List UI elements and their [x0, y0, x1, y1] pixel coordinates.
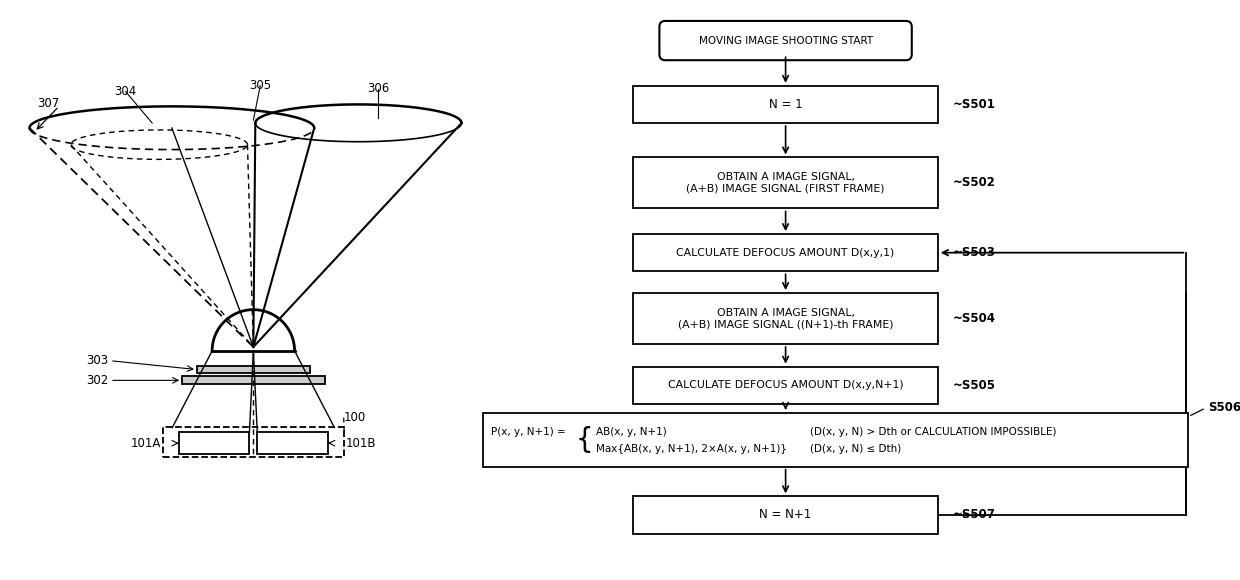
Bar — [484, 413, 1188, 467]
Text: (A+B) IMAGE SIGNAL ((N+1)-th FRAME): (A+B) IMAGE SIGNAL ((N+1)-th FRAME) — [678, 320, 893, 329]
Text: P(x, y, N+1) =: P(x, y, N+1) = — [491, 427, 569, 437]
Text: ~S503: ~S503 — [952, 246, 996, 259]
Text: ~S507: ~S507 — [952, 509, 996, 521]
Bar — [634, 367, 937, 404]
Bar — [162, 427, 345, 457]
FancyBboxPatch shape — [660, 21, 911, 60]
Text: ~S505: ~S505 — [952, 379, 996, 392]
Bar — [634, 157, 937, 208]
Text: 304: 304 — [114, 85, 136, 98]
Text: N = N+1: N = N+1 — [759, 509, 812, 521]
Text: 307: 307 — [37, 97, 60, 110]
Bar — [179, 432, 249, 454]
Text: ~S502: ~S502 — [952, 176, 996, 190]
Bar — [634, 293, 937, 344]
Text: Max{AB(x, y, N+1), 2×A(x, y, N+1)}: Max{AB(x, y, N+1), 2×A(x, y, N+1)} — [596, 444, 787, 454]
Bar — [257, 432, 329, 454]
Text: (D(x, y, N) ≤ Dth): (D(x, y, N) ≤ Dth) — [810, 444, 901, 454]
Text: ~S504: ~S504 — [952, 312, 996, 325]
Text: 302: 302 — [86, 374, 108, 387]
Text: S506: S506 — [1208, 401, 1240, 414]
Bar — [634, 234, 937, 271]
Text: 100: 100 — [343, 411, 366, 424]
Text: AB(x, y, N+1): AB(x, y, N+1) — [596, 427, 667, 437]
Bar — [634, 86, 937, 123]
Text: 303: 303 — [86, 354, 108, 367]
Text: OBTAIN A IMAGE SIGNAL,: OBTAIN A IMAGE SIGNAL, — [717, 172, 854, 182]
Text: CALCULATE DEFOCUS AMOUNT D(x,y,1): CALCULATE DEFOCUS AMOUNT D(x,y,1) — [677, 248, 895, 258]
Text: 306: 306 — [367, 82, 389, 95]
Text: 101A: 101A — [130, 437, 161, 450]
Bar — [634, 496, 937, 534]
Bar — [197, 365, 310, 374]
Text: N = 1: N = 1 — [769, 98, 802, 111]
Text: (A+B) IMAGE SIGNAL (FIRST FRAME): (A+B) IMAGE SIGNAL (FIRST FRAME) — [687, 184, 885, 194]
Text: OBTAIN A IMAGE SIGNAL,: OBTAIN A IMAGE SIGNAL, — [717, 307, 854, 317]
Text: 101B: 101B — [346, 437, 376, 450]
Text: CALCULATE DEFOCUS AMOUNT D(x,y,N+1): CALCULATE DEFOCUS AMOUNT D(x,y,N+1) — [668, 380, 904, 390]
Text: MOVING IMAGE SHOOTING START: MOVING IMAGE SHOOTING START — [698, 35, 873, 46]
Text: {: { — [575, 426, 593, 454]
Text: (D(x, y, N) > Dth or CALCULATION IMPOSSIBLE): (D(x, y, N) > Dth or CALCULATION IMPOSSI… — [810, 427, 1056, 437]
Bar — [182, 376, 325, 385]
Text: ~S501: ~S501 — [952, 98, 996, 111]
Text: 305: 305 — [249, 79, 272, 92]
